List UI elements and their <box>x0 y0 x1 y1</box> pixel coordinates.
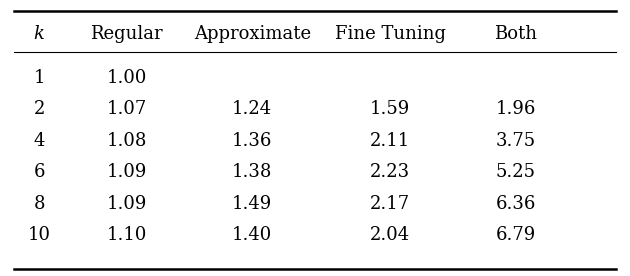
Text: Fine Tuning: Fine Tuning <box>335 25 446 43</box>
Text: k: k <box>33 25 45 43</box>
Text: 6: 6 <box>33 163 45 181</box>
Text: 1.24: 1.24 <box>232 100 272 118</box>
Text: 5.25: 5.25 <box>496 163 536 181</box>
Text: 4: 4 <box>33 132 45 150</box>
Text: 1.08: 1.08 <box>106 132 147 150</box>
Text: 2.11: 2.11 <box>370 132 410 150</box>
Text: Both: Both <box>494 25 537 43</box>
Text: 2: 2 <box>33 100 45 118</box>
Text: 8: 8 <box>33 195 45 213</box>
Text: Regular: Regular <box>91 25 163 43</box>
Text: 1.36: 1.36 <box>232 132 272 150</box>
Text: 2.04: 2.04 <box>370 226 410 244</box>
Text: 1.59: 1.59 <box>370 100 410 118</box>
Text: 6.36: 6.36 <box>496 195 536 213</box>
Text: 2.17: 2.17 <box>370 195 410 213</box>
Text: 1.38: 1.38 <box>232 163 272 181</box>
Text: 1.10: 1.10 <box>106 226 147 244</box>
Text: 1.49: 1.49 <box>232 195 272 213</box>
Text: 10: 10 <box>28 226 50 244</box>
Text: Approximate: Approximate <box>193 25 311 43</box>
Text: 2.23: 2.23 <box>370 163 410 181</box>
Text: 1.00: 1.00 <box>106 69 147 87</box>
Text: 1.96: 1.96 <box>496 100 536 118</box>
Text: 1.09: 1.09 <box>106 195 147 213</box>
Text: 1.07: 1.07 <box>106 100 147 118</box>
Text: 6.79: 6.79 <box>496 226 536 244</box>
Text: 3.75: 3.75 <box>496 132 536 150</box>
Text: 1.09: 1.09 <box>106 163 147 181</box>
Text: 1.40: 1.40 <box>232 226 272 244</box>
Text: 1: 1 <box>33 69 45 87</box>
